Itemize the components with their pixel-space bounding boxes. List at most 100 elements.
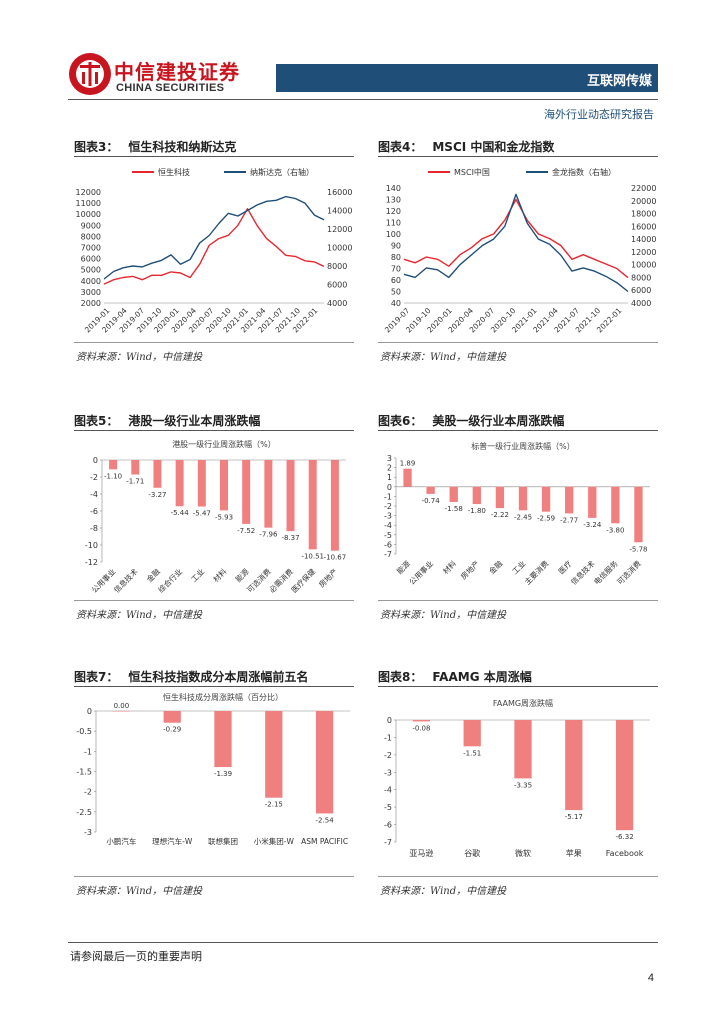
- y-tick-label: 3: [387, 454, 392, 463]
- series-line-secondary: [403, 193, 629, 293]
- category-label: 谷歌: [464, 848, 480, 858]
- figure-8-title: 图表8： FAAMG 本周涨幅: [378, 670, 532, 684]
- figure-7-chart: 恒生科技成分周涨跌幅（百分比） 0 -0.5 -1 -1.5 -2 -2.5 -3 0.00 小鹏…: [76, 692, 350, 846]
- y-tick-label: 0: [387, 716, 392, 725]
- bar: [463, 720, 481, 747]
- y-tick-label: -1.5: [76, 768, 92, 777]
- figure-6-bottom-rule: [378, 600, 658, 601]
- bar: [514, 720, 532, 779]
- y-tick-label: -12: [85, 558, 98, 567]
- y-tick-label: -2: [90, 473, 98, 482]
- y-left-tick-label: 100: [386, 230, 401, 239]
- chart-title: FAAMG周涨跌幅: [493, 698, 553, 708]
- chart-title: 恒生科技成分周涨跌幅（百分比）: [163, 692, 283, 702]
- data-label: -3.80: [606, 526, 624, 534]
- brand-name-en: CHINA SECURITIES: [116, 82, 225, 94]
- y-tick-label: -0.5: [76, 727, 92, 736]
- y-tick-label: -1: [384, 733, 392, 742]
- data-label: -2.15: [265, 801, 283, 809]
- y-right-tick-label: 12000: [631, 248, 656, 257]
- category-label: 理想汽车-W: [152, 836, 193, 846]
- legend-label: MSCI中国: [454, 167, 490, 177]
- y-tick-label: -7: [384, 550, 392, 559]
- header-divider: [68, 99, 658, 100]
- category-label: 能源: [233, 566, 251, 584]
- data-label: -2.59: [537, 515, 555, 523]
- y-left-tick-label: 2000: [81, 299, 101, 308]
- category-label: 工业: [189, 566, 207, 584]
- series-line-primary: [403, 198, 629, 279]
- y-left-tick-label: 3000: [81, 288, 101, 297]
- data-label: -3.35: [514, 781, 532, 789]
- header-band: [276, 64, 658, 92]
- y-tick-label: -8: [90, 524, 98, 533]
- y-tick-label: -6: [90, 507, 98, 516]
- data-label: -0.74: [422, 497, 441, 505]
- data-label: -0.29: [163, 726, 181, 734]
- category-label: 综合行业: [156, 566, 185, 595]
- figure-7-top-rule: [74, 686, 354, 687]
- bar: [330, 460, 339, 551]
- y-right-tick-label: 14000: [631, 235, 656, 244]
- y-tick-label: -6: [384, 821, 392, 830]
- data-label: -7.52: [237, 527, 255, 535]
- y-tick-label: -4: [384, 786, 392, 795]
- bar: [286, 460, 295, 532]
- y-tick-label: 2: [387, 464, 392, 473]
- figure-8-bottom-rule: [378, 876, 658, 877]
- figure-4-chart: MSCI中国 金龙指数（右轴） 140 130 120 110 100 90 80 70 60 50 4…: [383, 167, 657, 335]
- figure-6-source: 资料来源：Wind，中信建投: [380, 610, 507, 621]
- y-right-tick-label: 22000: [631, 184, 656, 193]
- bar: [315, 711, 334, 814]
- data-label: -2.77: [560, 516, 578, 524]
- y-tick-label: -1: [384, 492, 392, 501]
- y-left-tick-label: 110: [386, 219, 401, 228]
- y-left-tick-label: 8000: [81, 232, 101, 241]
- y-right-tick-label: 18000: [631, 210, 656, 219]
- figure-8-source: 资料来源：Wind，中信建投: [380, 886, 507, 897]
- bar: [449, 486, 458, 502]
- bar: [175, 460, 184, 507]
- bar: [565, 486, 574, 514]
- y-right-tick-label: 6000: [631, 286, 651, 295]
- data-label: -2.45: [514, 513, 532, 521]
- category-label: 微软: [515, 848, 531, 858]
- category-label: 房地产: [316, 566, 339, 589]
- category-label: 可选消费: [615, 558, 644, 587]
- y-right-tick-label: 4000: [327, 299, 347, 308]
- category-label: 电信服务: [591, 558, 620, 587]
- y-left-tick-label: 5000: [81, 266, 101, 275]
- y-left-tick-label: 10000: [76, 210, 101, 219]
- y-tick-label: -3: [84, 828, 92, 837]
- company-logo-icon: [69, 53, 111, 95]
- y-tick-label: -3: [384, 512, 392, 521]
- y-right-tick-label: 10000: [327, 244, 352, 253]
- category-label: 房地产: [458, 558, 481, 581]
- data-label: -10.51: [301, 552, 324, 560]
- bar: [214, 711, 232, 768]
- bar: [541, 486, 551, 512]
- y-left-tick-label: 40: [391, 299, 401, 308]
- figure-4-bottom-rule: [378, 342, 658, 343]
- y-right-tick-label: 12000: [327, 225, 352, 234]
- figure-6-top-rule: [378, 430, 658, 431]
- data-label: -5.47: [193, 509, 211, 517]
- bar: [153, 460, 162, 488]
- bar: [495, 486, 505, 509]
- disclaimer-note: 请参阅最后一页的重要声明: [70, 950, 202, 963]
- bar: [518, 486, 528, 511]
- bar: [565, 720, 583, 811]
- y-tick-label: -3: [384, 768, 392, 777]
- data-label: -6.32: [616, 833, 634, 841]
- y-tick-label: -5: [384, 803, 392, 812]
- y-right-tick-label: 14000: [327, 207, 352, 216]
- data-label: -5.44: [171, 509, 190, 517]
- data-label: -1.39: [214, 770, 232, 778]
- data-label: -5.17: [565, 813, 583, 821]
- y-left-tick-label: 4000: [81, 277, 101, 286]
- figure-7-source: 资料来源：Wind，中信建投: [76, 886, 203, 897]
- figure-5-chart: 港股一级行业周涨跌幅（%）0-2-4-6-8-10-12-1.10公用事业-1.…: [85, 439, 346, 595]
- y-left-tick-label: 12000: [76, 188, 101, 197]
- y-right-tick-label: 8000: [327, 262, 347, 271]
